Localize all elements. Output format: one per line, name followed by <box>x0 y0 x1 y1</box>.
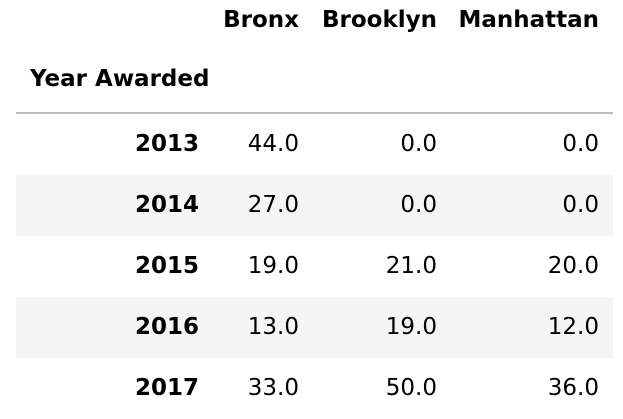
column-header-brooklyn: Brooklyn <box>321 7 437 33</box>
table-row: 2015 19.0 21.0 20.0 <box>16 236 613 297</box>
index-header-row: Year Awarded <box>16 56 613 114</box>
table-row: 2016 13.0 19.0 12.0 <box>16 297 613 358</box>
cell-brooklyn: 21.0 <box>385 253 437 279</box>
column-header-row: Bronx Brooklyn Manhattan <box>16 0 613 56</box>
row-index: 2014 <box>134 192 199 218</box>
table-row: 2017 33.0 50.0 36.0 <box>16 358 613 419</box>
column-header-manhattan: Manhattan <box>458 7 599 33</box>
row-index: 2017 <box>134 375 199 401</box>
column-header-bronx: Bronx <box>223 7 299 33</box>
index-name-label: Year Awarded <box>30 66 210 92</box>
cell-bronx: 13.0 <box>247 314 299 340</box>
cell-manhattan: 36.0 <box>547 375 599 401</box>
dataframe-table: Bronx Brooklyn Manhattan Year Awarded 20… <box>16 0 613 419</box>
table-row: 2014 27.0 0.0 0.0 <box>16 175 613 236</box>
cell-bronx: 27.0 <box>247 192 299 218</box>
row-index: 2013 <box>134 131 199 157</box>
cell-bronx: 33.0 <box>247 375 299 401</box>
cell-brooklyn: 50.0 <box>385 375 437 401</box>
cell-manhattan: 12.0 <box>547 314 599 340</box>
cell-brooklyn: 0.0 <box>400 131 437 157</box>
table-row: 2013 44.0 0.0 0.0 <box>16 114 613 175</box>
cell-manhattan: 0.0 <box>562 192 599 218</box>
row-index: 2016 <box>134 314 199 340</box>
row-index: 2015 <box>134 253 199 279</box>
cell-bronx: 19.0 <box>247 253 299 279</box>
cell-manhattan: 0.0 <box>562 131 599 157</box>
cell-brooklyn: 0.0 <box>400 192 437 218</box>
cell-bronx: 44.0 <box>247 131 299 157</box>
cell-brooklyn: 19.0 <box>385 314 437 340</box>
cell-manhattan: 20.0 <box>547 253 599 279</box>
